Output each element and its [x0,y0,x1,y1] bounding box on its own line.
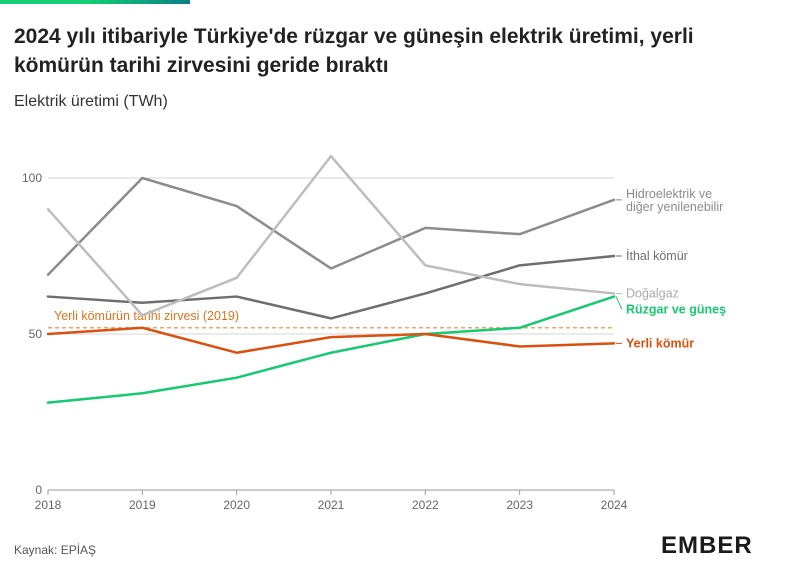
ember-logo: EMBER [661,532,753,559]
series-line-Rüzgar ve güneş [46,295,616,404]
series-line-Hidroelektrik ve diğer yenilenebilir [46,176,616,276]
grid-lines [48,177,614,491]
chart-subtitle: Elektrik üretimi (TWh) [14,93,168,110]
x-tick-label: 2022 [412,498,439,512]
series-label-Hidroelektrik ve diğer yenilenebilir: diğer yenilenebilir [626,200,723,214]
axes: 0 50 100 2018 2019 2020 2021 2022 2023 2024 [22,171,628,512]
x-tick-label: 2018 [35,498,62,512]
series-line-Yerli kömür [46,326,616,354]
series-label-İthal kömür: İthal kömür [626,249,688,263]
series-label-Doğalgaz: Doğalgaz [626,286,679,300]
series-label-Rüzgar ve güneş: Rüzgar ve güneş [626,302,726,316]
x-tick-label: 2020 [223,498,250,512]
peak-annotation-label: Yerli kömürün tarihi zirvesi (2019) [54,309,239,323]
series-line-İthal kömür [46,254,616,320]
x-tick-label: 2023 [506,498,533,512]
y-tick-label: 50 [29,327,43,341]
x-tick-label: 2019 [129,498,156,512]
label-leader-Rüzgar ve güneş [615,296,623,310]
series-label-Yerli kömür: Yerli kömür [626,336,694,350]
source-note: Kaynak: EPİAŞ [14,543,97,557]
y-tick-label: 0 [35,483,42,497]
series-line-Doğalgaz [46,154,616,317]
y-tick-label: 100 [22,171,42,185]
top-accent-bar [0,0,190,4]
series-label-Hidroelektrik ve diğer yenilenebilir: Hidroelektrik ve [626,187,712,201]
series-lines [46,154,616,404]
x-tick-label: 2021 [318,498,345,512]
x-tick-label: 2024 [601,498,628,512]
chart-title: 2024 yılı itibariyle Türkiye'de rüzgar v… [14,25,694,77]
